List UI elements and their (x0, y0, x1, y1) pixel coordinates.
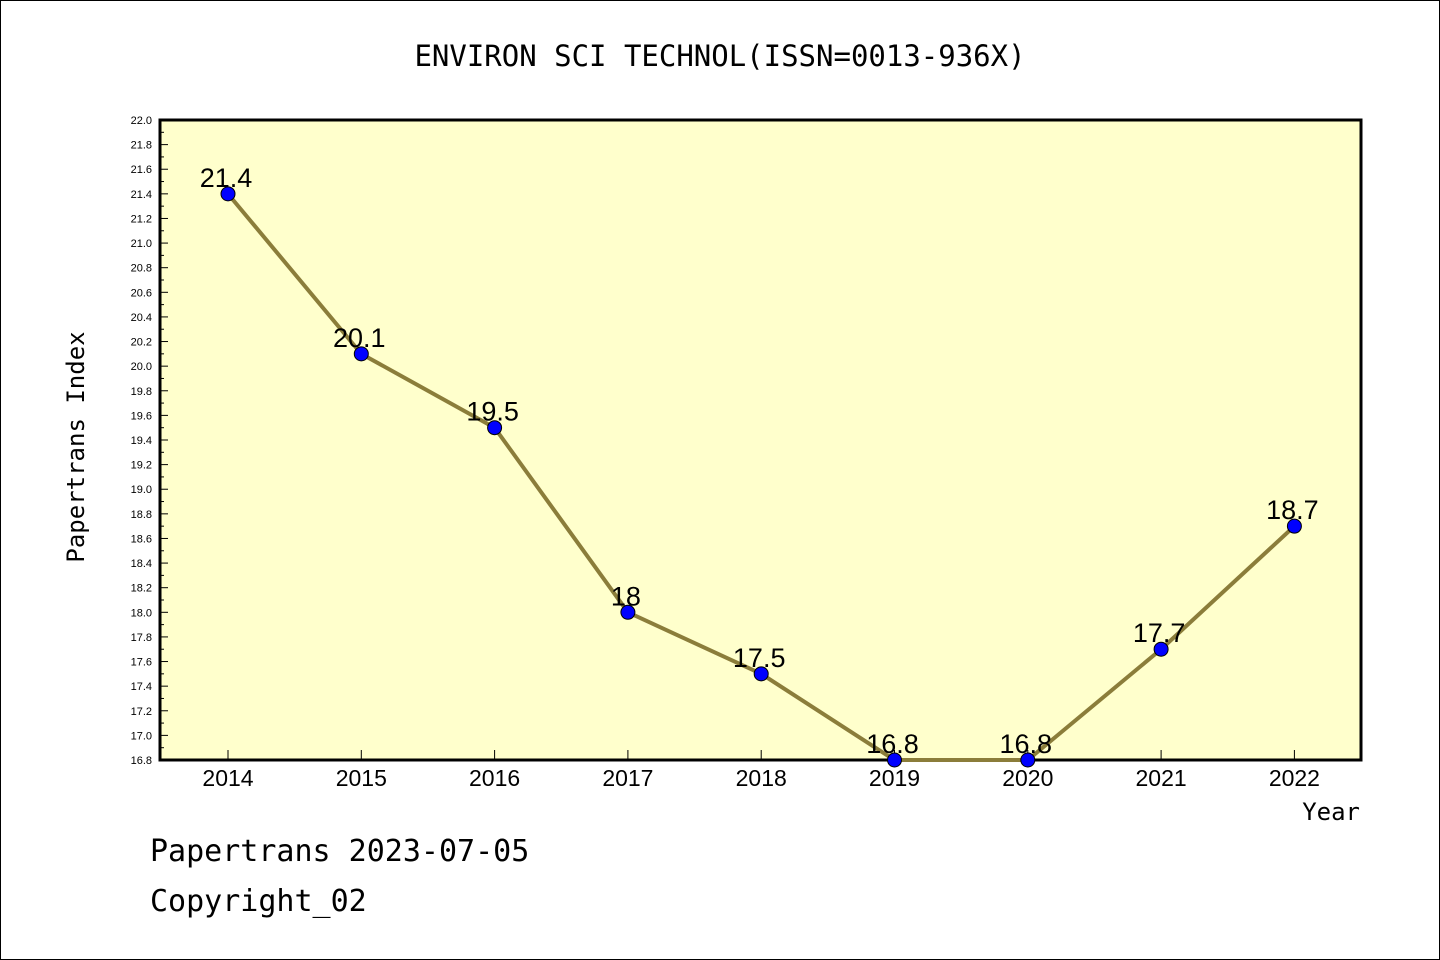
y-tick-label: 18.8 (131, 509, 152, 521)
data-label: 16.8 (866, 729, 919, 759)
y-tick-label: 21.4 (131, 189, 152, 201)
x-tick-label: 2021 (1136, 765, 1187, 791)
y-tick-label: 17.4 (131, 681, 152, 693)
footer-date: Papertrans 2023-07-05 (150, 834, 530, 869)
x-tick-label: 2016 (469, 765, 520, 791)
x-tick-label: 2015 (336, 765, 387, 791)
y-tick-label: 18.4 (131, 558, 152, 570)
y-tick-label: 17.6 (131, 657, 152, 669)
y-tick-label: 19.6 (131, 410, 152, 422)
x-tick-label: 2022 (1269, 765, 1320, 791)
y-tick-label: 18.6 (131, 533, 152, 545)
data-label: 19.5 (466, 397, 519, 427)
data-label: 18 (611, 581, 641, 611)
data-point (1020, 752, 1036, 768)
y-tick-label: 22.0 (131, 115, 152, 127)
data-label: 17.7 (1133, 618, 1186, 648)
y-tick-label: 20.0 (131, 361, 152, 373)
data-point (753, 666, 769, 682)
y-tick-label: 19.0 (131, 484, 152, 496)
data-label: 20.1 (333, 323, 386, 353)
y-tick-label: 21.8 (131, 140, 152, 152)
y-tick-label: 18.2 (131, 583, 152, 595)
data-point (1153, 641, 1169, 657)
data-label: 16.8 (1000, 729, 1053, 759)
data-markers (220, 186, 1302, 768)
x-axis-label: Year (1302, 798, 1360, 826)
y-tick-label: 17.8 (131, 632, 152, 644)
y-tick-label: 20.8 (131, 263, 152, 275)
data-point (1286, 518, 1302, 534)
y-tick-label: 20.2 (131, 337, 152, 349)
x-tick-label: 2017 (602, 765, 653, 791)
y-tick-label: 17.0 (131, 730, 152, 742)
y-tick-label: 21.0 (131, 238, 152, 250)
y-tick-label: 21.2 (131, 213, 152, 225)
y-tick-label: 19.8 (131, 386, 152, 398)
y-axis-label: Papertrans Index (62, 331, 90, 562)
data-label: 21.4 (200, 163, 253, 193)
x-tick-label: 2020 (1002, 765, 1053, 791)
x-tick-label: 2014 (202, 765, 253, 791)
x-tick-label: 2019 (869, 765, 920, 791)
data-point (353, 346, 369, 362)
chart-title: ENVIRON SCI TECHNOL(ISSN=0013-936X) (414, 39, 1025, 73)
y-tick-label: 18.0 (131, 607, 152, 619)
y-axis-ticks: 16.8 17.0 17.2 17.4 17.6 17.8 18.0 18.2 18.4 18.6… (131, 115, 168, 767)
footer-copyright: Copyright_02 (150, 884, 367, 919)
y-tick-label: 16.8 (131, 755, 152, 767)
data-label: 17.5 (733, 643, 786, 673)
y-tick-label: 20.6 (131, 287, 152, 299)
y-tick-label: 19.4 (131, 435, 152, 447)
data-point (487, 420, 503, 436)
data-label: 18.7 (1266, 495, 1319, 525)
x-tick-label: 2018 (736, 765, 787, 791)
data-labels: 21.4 20.1 19.5 18 17.5 16.8 16.8 17.7 18.7 (200, 163, 1319, 759)
y-tick-label: 21.6 (131, 164, 152, 176)
data-point (620, 604, 636, 620)
x-axis-ticks: 2014 2015 2016 2017 2018 2019 2020 2021 2022 (202, 750, 1320, 791)
y-tick-label: 19.2 (131, 460, 152, 472)
y-tick-label: 20.4 (131, 312, 152, 324)
y-tick-label: 17.2 (131, 706, 152, 718)
data-point (220, 186, 236, 202)
data-point (887, 752, 902, 768)
